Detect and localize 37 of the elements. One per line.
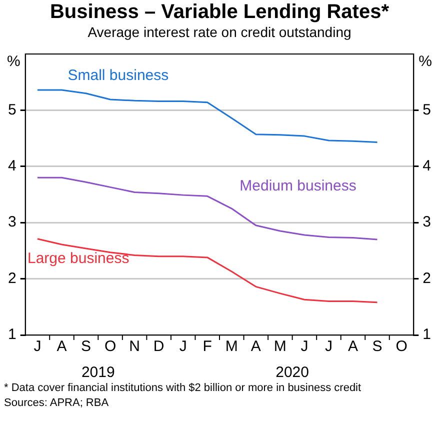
y-tick-label: 1 xyxy=(8,326,16,344)
y2-axis-title: % xyxy=(418,53,432,70)
source-note: Sources: APRA; RBA xyxy=(3,396,110,411)
series-label: Medium business xyxy=(240,178,356,195)
x-tick-label: J xyxy=(179,338,187,356)
y-tick-label: 5 xyxy=(8,101,16,118)
x-tick-label: D xyxy=(153,338,164,356)
y2-tick-label: 5 xyxy=(422,101,431,118)
x-tick-label: O xyxy=(396,338,408,356)
y-axis-title: % xyxy=(7,53,20,70)
text: 2019 xyxy=(81,364,115,382)
x-tick-label: J xyxy=(34,338,42,356)
y2-tick-label: 3 xyxy=(422,214,431,231)
y2-tick-label: 1 xyxy=(422,326,431,344)
x-tick-label: N xyxy=(129,338,140,356)
x-tick-label: F xyxy=(202,338,212,356)
y-tick-label: 4 xyxy=(8,158,16,175)
x-tick-label: J xyxy=(324,338,332,356)
text: 2020 xyxy=(276,364,309,382)
x-tick-label: A xyxy=(348,338,358,356)
y-tick-label: 3 xyxy=(8,214,16,231)
x-tick-label: S xyxy=(81,338,92,356)
x-tick-label: M xyxy=(225,338,238,356)
chart-subtitle: Average interest rate on credit outstanding xyxy=(86,24,352,41)
x-tick-label: A xyxy=(250,338,261,356)
y2-tick-label: 2 xyxy=(422,270,431,287)
series-label: Small business xyxy=(68,67,169,84)
x-tick-label: M xyxy=(274,338,286,356)
y-tick-label: 2 xyxy=(8,270,16,287)
y2-tick-label: 4 xyxy=(422,158,431,175)
x-tick-label: O xyxy=(104,338,116,356)
x-tick-label: J xyxy=(300,338,308,356)
x-tick-label: S xyxy=(372,338,382,356)
chart-title: Business – Variable Lending Rates* xyxy=(48,0,390,24)
text: * Data cover financial institutions with $2 billion or more in business credit xyxy=(3,381,362,396)
x-tick-label: A xyxy=(56,338,67,356)
series-label: Large business xyxy=(27,250,130,268)
